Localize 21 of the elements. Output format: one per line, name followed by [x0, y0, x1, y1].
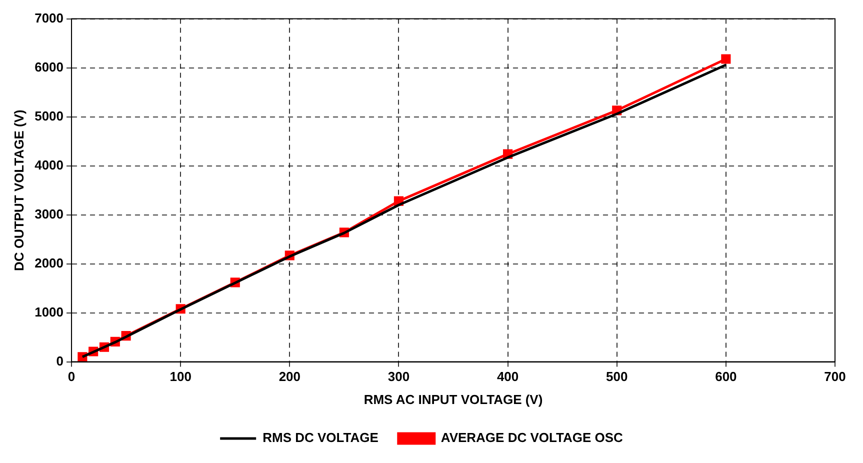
x-tick-label: 0 [68, 369, 76, 384]
x-tick-label: 100 [170, 369, 192, 384]
y-tick-label: 1000 [34, 304, 64, 320]
x-tick-label: 400 [496, 369, 519, 384]
x-tick-label: 200 [278, 369, 301, 384]
y-tick-label: 3000 [34, 206, 64, 222]
legend-label: RMS DC VOLTAGE [262, 430, 379, 446]
x-tick-label: 500 [606, 369, 628, 384]
x-axis-title: RMS AC INPUT VOLTAGE (V) [364, 392, 543, 407]
y-tick-label: 2000 [34, 255, 64, 270]
y-tick-label: 4000 [34, 157, 64, 172]
x-tick-label: 700 [824, 369, 846, 384]
y-tick-label: 7000 [34, 10, 64, 26]
point [721, 54, 731, 64]
y-axis-title: DC OUTPUT VOLTAGE (V) [11, 110, 26, 271]
y-tick-label: 0 [56, 353, 64, 368]
legend-label: AVERAGE DC VOLTAGE OSC [440, 430, 624, 446]
x-tick-label: 300 [388, 369, 410, 384]
y-tick-label: 6000 [34, 59, 64, 74]
y-tick-label: 5000 [34, 108, 64, 124]
x-tick-label: 600 [715, 369, 737, 384]
